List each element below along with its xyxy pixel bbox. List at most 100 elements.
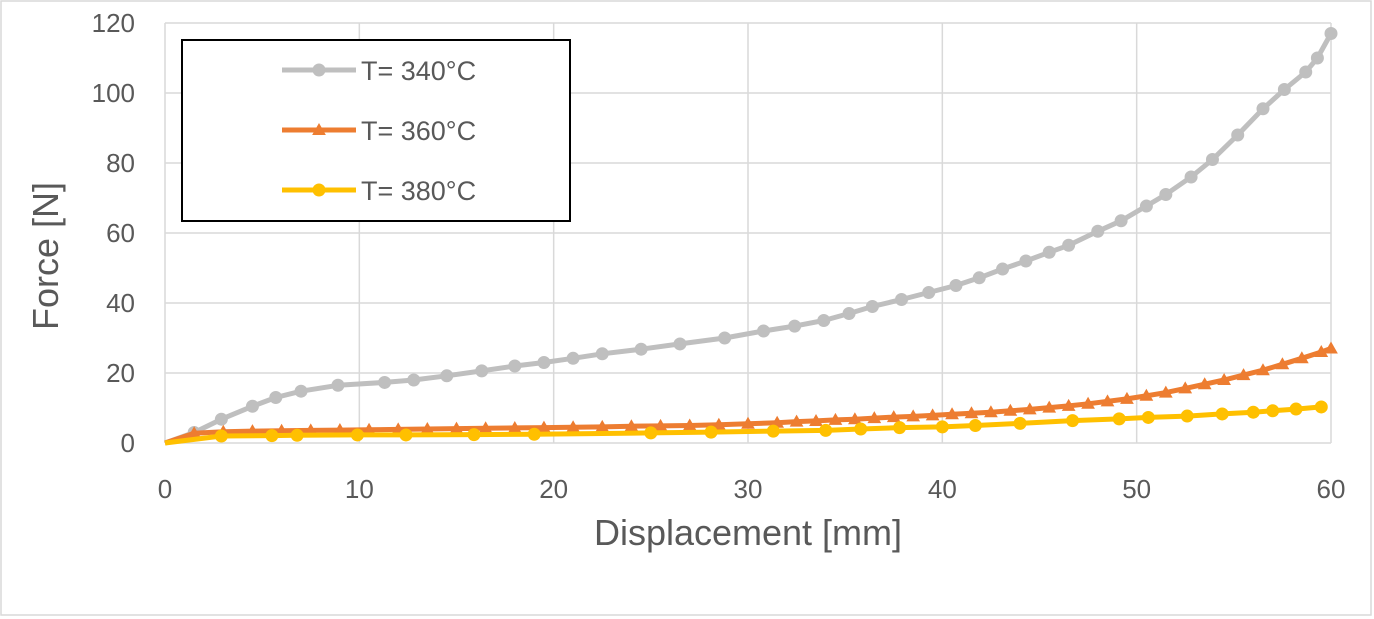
data-point <box>1256 363 1270 376</box>
data-point <box>854 422 868 436</box>
x-tick-label: 0 <box>158 474 172 504</box>
data-point <box>1275 357 1290 370</box>
legend-item-0: T= 340°C <box>282 56 476 86</box>
data-point <box>757 324 771 338</box>
data-point <box>350 428 364 442</box>
legend-marker <box>312 122 326 135</box>
y-axis-title: Force [N] <box>25 182 66 330</box>
data-point <box>1062 238 1076 252</box>
data-point <box>964 406 979 419</box>
data-point <box>893 421 907 435</box>
data-point <box>906 409 921 422</box>
data-point <box>1066 414 1080 428</box>
data-point <box>595 347 609 361</box>
legend-item-1: T= 360°C <box>282 116 476 146</box>
data-point <box>566 351 580 365</box>
data-point <box>789 414 804 427</box>
data-point <box>673 337 687 351</box>
data-point <box>945 407 959 420</box>
data-point <box>996 262 1010 276</box>
data-point <box>331 378 345 392</box>
data-point <box>1139 388 1154 401</box>
legend-item-2: T= 380°C <box>282 176 476 206</box>
axes: 0 20 40 60 80 100 120 0 10 20 30 40 50 60 <box>92 8 1346 504</box>
data-point <box>886 410 901 423</box>
x-tick-label: 10 <box>345 474 374 504</box>
data-point <box>1042 245 1056 259</box>
data-point <box>1266 404 1280 418</box>
data-point <box>1013 416 1027 430</box>
data-point <box>1019 254 1033 268</box>
data-point <box>1081 396 1095 409</box>
data-point <box>527 427 541 441</box>
data-point <box>269 391 283 404</box>
data-point <box>1314 400 1328 414</box>
data-point <box>828 412 843 425</box>
data-point <box>1112 412 1126 426</box>
data-point <box>1246 405 1260 419</box>
data-point <box>1120 391 1134 404</box>
data-point <box>1158 385 1173 398</box>
data-point <box>935 420 949 434</box>
x-tick-label: 30 <box>734 474 763 504</box>
data-point <box>1003 403 1018 416</box>
legend-items: T= 340°C T= 360°C T= 380°C <box>282 56 476 206</box>
data-point <box>214 429 228 443</box>
legend-label: T= 360°C <box>361 116 476 146</box>
y-tick-label: 60 <box>106 218 135 248</box>
data-point <box>711 417 726 430</box>
data-point <box>475 364 489 378</box>
data-point <box>1180 409 1194 423</box>
data-point <box>1159 188 1173 201</box>
data-point <box>704 425 718 439</box>
x-tick-label: 40 <box>928 474 957 504</box>
legend-label: T= 340°C <box>361 56 476 86</box>
data-point <box>972 271 986 285</box>
legend-label: T= 380°C <box>361 176 476 206</box>
data-point <box>508 359 522 373</box>
data-point <box>214 412 228 426</box>
data-point <box>865 300 879 313</box>
data-point <box>788 319 802 333</box>
data-point <box>644 426 658 440</box>
y-tick-label: 100 <box>92 78 135 108</box>
data-point <box>1184 170 1198 184</box>
x-axis-title: Displacement [mm] <box>594 512 902 553</box>
data-point <box>440 369 454 383</box>
data-point <box>1289 402 1303 416</box>
data-point <box>1256 102 1270 116</box>
data-point <box>922 286 936 299</box>
legend: T= 340°C T= 360°C T= 380°C <box>181 39 571 222</box>
data-point <box>1299 65 1313 79</box>
data-point <box>848 412 862 425</box>
data-point <box>1141 410 1155 424</box>
data-point <box>867 411 882 424</box>
x-tick-label: 60 <box>1317 474 1346 504</box>
y-tick-label: 80 <box>106 148 135 178</box>
data-point <box>1091 224 1105 238</box>
data-point <box>1324 341 1338 354</box>
data-point <box>925 408 940 421</box>
y-tick-label: 120 <box>92 8 135 38</box>
y-tick-label: 0 <box>121 428 135 458</box>
data-point <box>895 293 909 306</box>
y-tick-label: 20 <box>106 358 135 388</box>
data-point <box>537 356 551 369</box>
series-group <box>164 27 1338 446</box>
data-point <box>766 424 780 438</box>
series-2 <box>164 400 1328 446</box>
data-point <box>378 375 392 389</box>
data-point <box>819 423 833 437</box>
x-tick-label: 50 <box>1122 474 1151 504</box>
data-point <box>1205 153 1219 166</box>
data-point <box>1314 344 1329 357</box>
data-point <box>1022 402 1037 415</box>
x-tick-label: 20 <box>539 474 568 504</box>
data-point <box>718 331 732 345</box>
data-point <box>1114 214 1128 228</box>
data-point <box>1197 377 1212 390</box>
data-point <box>984 405 998 418</box>
data-point <box>1061 398 1076 411</box>
